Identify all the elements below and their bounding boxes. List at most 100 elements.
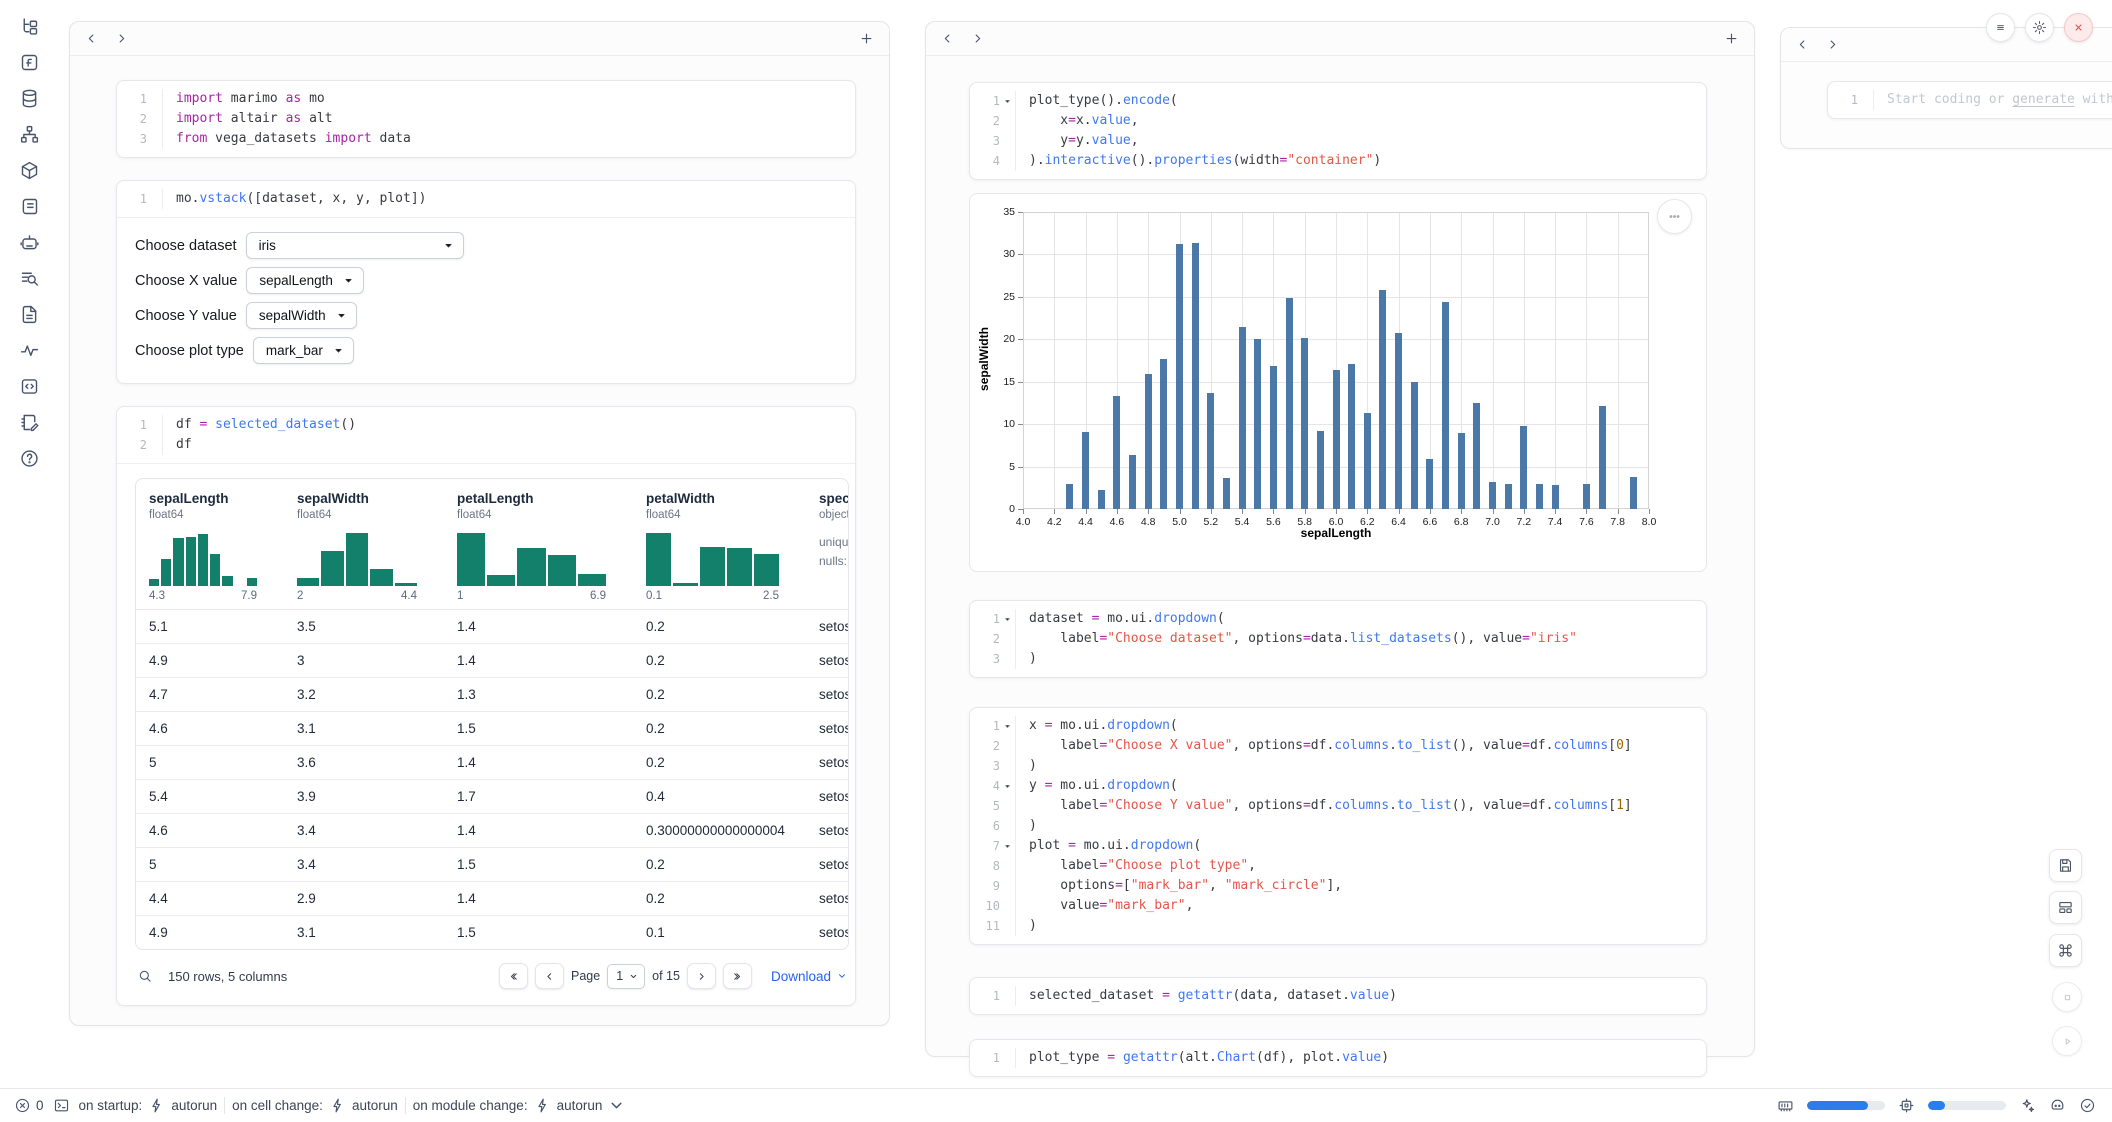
column-header[interactable]: speciesobjectunique:nulls:: [815, 491, 849, 609]
table-row[interactable]: 5.43.91.70.4setosa: [136, 780, 848, 814]
rail-tree-button[interactable]: [14, 13, 44, 39]
chart-bar[interactable]: [1364, 413, 1371, 509]
code-line[interactable]: 2 x=x.value,: [970, 111, 1706, 131]
page-select[interactable]: 1: [607, 964, 645, 989]
chart-bar[interactable]: [1536, 484, 1543, 509]
panel-forward-button[interactable]: [971, 32, 984, 45]
chart-bar[interactable]: [1520, 426, 1527, 509]
menu-button[interactable]: [1986, 13, 2015, 42]
chart-bar[interactable]: [1254, 339, 1261, 509]
table-row[interactable]: 4.42.91.40.2setosa: [136, 882, 848, 916]
rail-list-search-button[interactable]: [14, 265, 44, 291]
chart-bar[interactable]: [1583, 484, 1590, 510]
code-line[interactable]: 1import marimo as mo: [117, 89, 855, 109]
chart-bar[interactable]: [1599, 406, 1606, 510]
chart-bar[interactable]: [1223, 478, 1230, 509]
table-row[interactable]: 4.63.41.40.30000000000000004setosa: [136, 814, 848, 848]
table-row[interactable]: 5.13.51.40.2setosa: [136, 610, 848, 644]
settings-button[interactable]: [2025, 13, 2054, 42]
download-button[interactable]: Download: [771, 969, 847, 984]
chart-bar[interactable]: [1411, 382, 1418, 509]
chart-bar[interactable]: [1301, 338, 1308, 509]
code-line[interactable]: 11): [970, 916, 1706, 936]
panel-back-button[interactable]: [85, 32, 98, 45]
panel-back-button[interactable]: [1796, 38, 1809, 51]
save-button[interactable]: [2049, 849, 2082, 882]
keyboard-shortcuts-button[interactable]: [2049, 934, 2082, 967]
check-circle-icon[interactable]: [2079, 1097, 2096, 1114]
column-header[interactable]: sepalLengthfloat644.37.9: [145, 491, 293, 609]
chart-bar[interactable]: [1552, 485, 1559, 509]
close-panel-button[interactable]: [2064, 13, 2093, 42]
rail-notepad-edit-button[interactable]: [14, 409, 44, 435]
rail-box-button[interactable]: [14, 157, 44, 183]
chart-bar[interactable]: [1317, 431, 1324, 509]
prev-page-button[interactable]: [535, 963, 564, 989]
chart-bar[interactable]: [1458, 433, 1465, 509]
table-row[interactable]: 4.931.40.2setosa: [136, 644, 848, 678]
chart-bar[interactable]: [1066, 484, 1073, 510]
code-line[interactable]: 3): [970, 756, 1706, 776]
chart-bar[interactable]: [1176, 244, 1183, 509]
code-line[interactable]: 4y = mo.ui.dropdown(: [970, 776, 1706, 796]
memory-icon[interactable]: [1777, 1097, 1794, 1114]
chart-bar[interactable]: [1426, 459, 1433, 509]
code-line[interactable]: 1df = selected_dataset(): [117, 415, 855, 435]
code-line[interactable]: 3 y=y.value,: [970, 131, 1706, 151]
first-page-button[interactable]: [499, 963, 528, 989]
dropdown-choose-dataset[interactable]: iris: [246, 232, 464, 259]
code-line[interactable]: 1plot_type = getattr(alt.Chart(df), plot…: [970, 1048, 1706, 1068]
table-row[interactable]: 53.61.40.2setosa: [136, 746, 848, 780]
code-line[interactable]: 1dataset = mo.ui.dropdown(: [970, 609, 1706, 629]
rail-code-box-button[interactable]: [14, 373, 44, 399]
code-line[interactable]: 1mo.vstack([dataset, x, y, plot]): [117, 189, 855, 209]
code-line[interactable]: 3): [970, 649, 1706, 669]
chart-bar[interactable]: [1489, 482, 1496, 509]
code-line[interactable]: 6): [970, 816, 1706, 836]
rail-chat-bot-button[interactable]: [14, 229, 44, 255]
chart-bar[interactable]: [1270, 366, 1277, 509]
chart-bar[interactable]: [1348, 364, 1355, 509]
error-count-chip[interactable]: 0: [14, 1097, 44, 1114]
bar-chart[interactable]: 051015202530354.04.24.44.64.85.05.25.45.…: [970, 194, 1706, 571]
table-row[interactable]: 4.93.11.50.1setosa: [136, 916, 848, 949]
code-line[interactable]: 10 value="mark_bar",: [970, 896, 1706, 916]
rail-scroll-button[interactable]: [14, 193, 44, 219]
cell-empty[interactable]: 1 Start coding or generate with: [1827, 81, 2112, 119]
code-line[interactable]: 2import altair as alt: [117, 109, 855, 129]
code-line[interactable]: 3from vega_datasets import data: [117, 129, 855, 149]
search-icon[interactable]: [137, 968, 153, 984]
rail-help-circle-button[interactable]: [14, 445, 44, 471]
column-header[interactable]: petalWidthfloat640.12.5: [642, 491, 815, 609]
chart-bar[interactable]: [1113, 396, 1120, 509]
dropdown-choose-y-value[interactable]: sepalWidth: [246, 302, 357, 329]
chart-bar[interactable]: [1082, 432, 1089, 509]
next-page-button[interactable]: [687, 963, 716, 989]
chart-bar[interactable]: [1145, 374, 1152, 509]
runtime-config-1[interactable]: on cell change:autorun: [232, 1097, 398, 1114]
sparkles-icon[interactable]: [2019, 1097, 2036, 1114]
column-header[interactable]: petalLengthfloat6416.9: [453, 491, 642, 609]
code-line[interactable]: 2df: [117, 435, 855, 455]
code-editor-placeholder[interactable]: Start coding or generate with: [1873, 90, 2112, 110]
chart-bar[interactable]: [1442, 302, 1449, 509]
last-page-button[interactable]: [723, 963, 752, 989]
stop-button[interactable]: [2052, 982, 2082, 1012]
chart-bar[interactable]: [1630, 477, 1637, 509]
rail-org-chart-button[interactable]: [14, 121, 44, 147]
rail-database-button[interactable]: [14, 85, 44, 111]
chart-bar[interactable]: [1473, 403, 1480, 509]
chart-bar[interactable]: [1207, 393, 1214, 509]
column-header[interactable]: sepalWidthfloat6424.4: [293, 491, 453, 609]
chart-bar[interactable]: [1192, 243, 1199, 510]
layout-button[interactable]: [2049, 891, 2082, 924]
code-line[interactable]: 2 label="Choose X value", options=df.col…: [970, 736, 1706, 756]
chart-bar[interactable]: [1395, 333, 1402, 510]
table-row[interactable]: 4.73.21.30.2setosa: [136, 678, 848, 712]
chart-bar[interactable]: [1239, 327, 1246, 509]
code-line[interactable]: 1plot_type().encode(: [970, 91, 1706, 111]
table-row[interactable]: 53.41.50.2setosa: [136, 848, 848, 882]
runtime-config-2[interactable]: on module change:autorun: [413, 1097, 626, 1114]
add-cell-button[interactable]: [859, 31, 874, 46]
panel-forward-button[interactable]: [1826, 38, 1839, 51]
